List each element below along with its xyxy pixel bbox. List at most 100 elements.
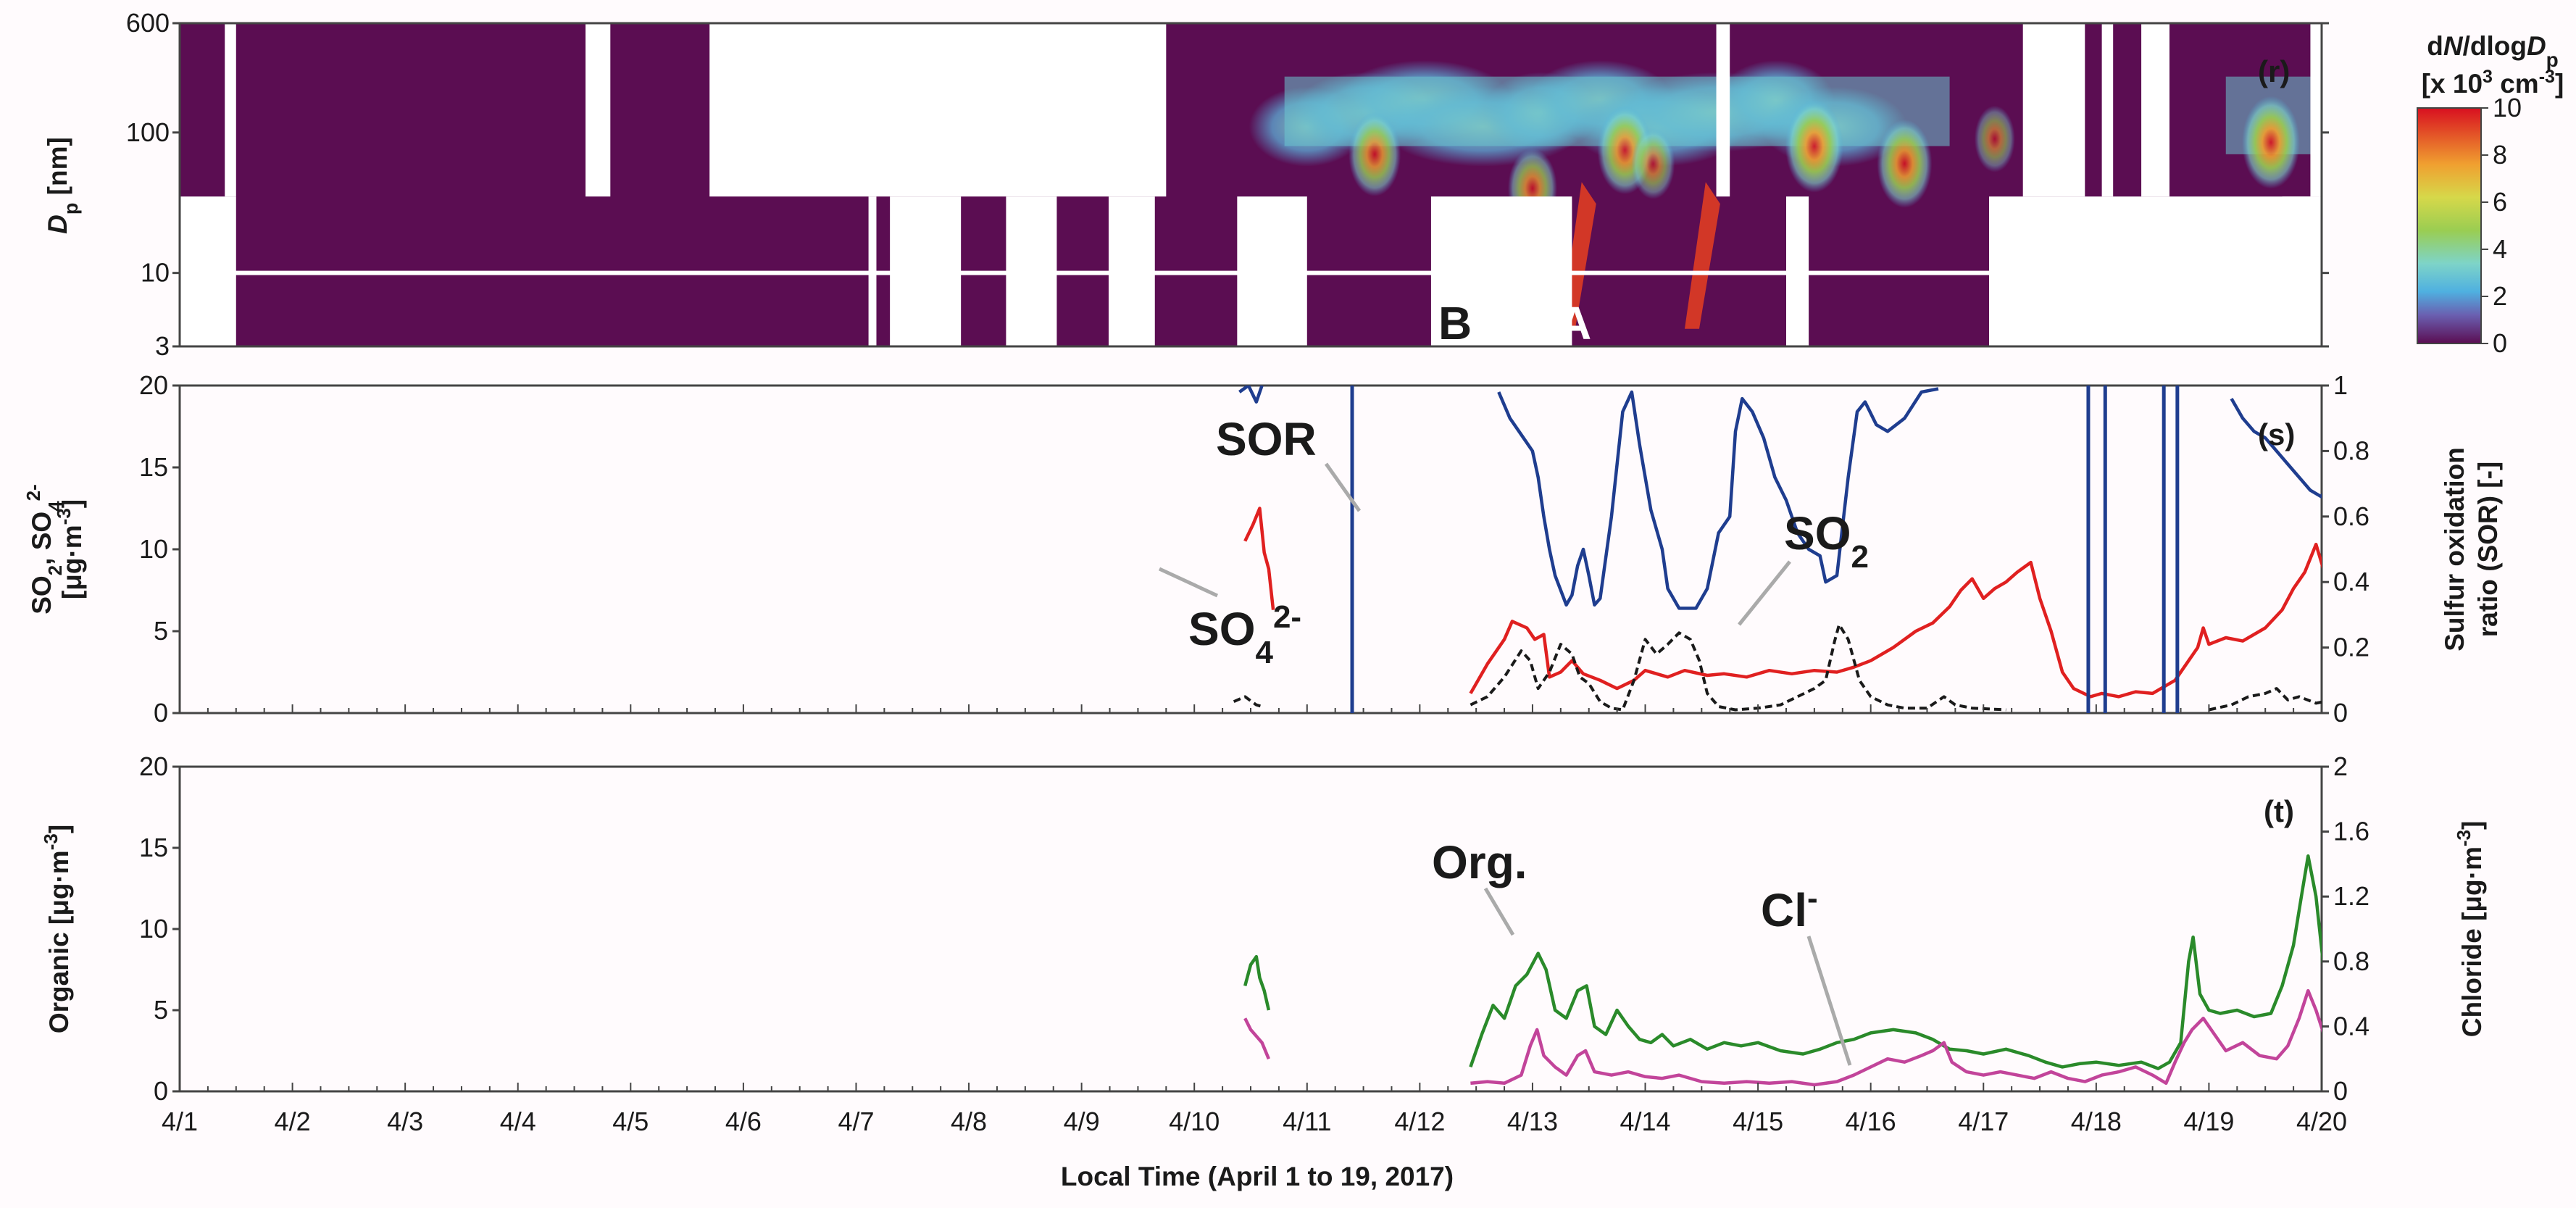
colorbar-ticks: 10 8 6 4 2 0	[2481, 93, 2522, 358]
ytick-left-label: 10	[139, 534, 168, 564]
panel-r-heatmap: 600 100 10 3 Dp [nm] (r) A B 10 8 6 4 2 0 dN/dlo…	[43, 8, 2564, 361]
org-leader	[1483, 887, 1515, 936]
smps-gap-5	[2101, 23, 2114, 197]
ytick-left-label: 5	[154, 995, 168, 1025]
cl-leader	[1806, 936, 1852, 1066]
xtick-label: 4/19	[2183, 1107, 2234, 1136]
panel-t-label: (t)	[2264, 794, 2294, 828]
ytick-left-label: 0	[154, 698, 168, 728]
particle-event-3	[1785, 99, 1843, 193]
panel-s-ylabel-right-line1: Sulfur oxidation	[2440, 447, 2469, 651]
panel-t-ylabel-left: Organic [μg·m-3]	[40, 825, 74, 1033]
series-so2	[1233, 623, 2322, 712]
particle-event-5	[1349, 112, 1401, 196]
panel-t-ylabel-right: Chloride [μg·m-3]	[2453, 821, 2487, 1038]
xtick-label: 4/7	[838, 1107, 874, 1136]
xtick-label: 4/1	[162, 1107, 198, 1136]
ytick-left-label: 15	[139, 452, 168, 482]
series-cl-	[1243, 988, 2322, 1087]
panel-r-ylabel: Dp [nm]	[43, 137, 82, 234]
colorbar-gradient	[2417, 107, 2482, 344]
xtick-label: 4/5	[612, 1107, 649, 1136]
xtick-label: 4/13	[1507, 1107, 1558, 1136]
panel-t-axes: 0 5 10 15 20 0 0.4 0.8 1.2 1.6 2 4/1 4/2 4/3 4/4 4/5 4/6…	[139, 751, 2369, 1136]
series-so4-2-	[1243, 507, 2322, 699]
xtick-label: 4/14	[1620, 1107, 1670, 1136]
panel-t-lines	[1243, 854, 2322, 1087]
annotation-Org: Org.	[1432, 836, 1527, 888]
panel-r-ytick-label: 100	[126, 117, 170, 147]
xtick-label: 4/4	[500, 1107, 536, 1136]
panel-s-label: (s)	[2258, 417, 2295, 451]
panel-s-ylabel-left-units: [μg·m-3]	[53, 499, 87, 599]
ytick-right-label: 0.4	[2333, 1011, 2369, 1041]
annotation-SOR: SOR	[1216, 413, 1317, 465]
so4-leader	[1158, 567, 1219, 598]
colorbar-tick-label: 10	[2493, 93, 2522, 122]
series-sor	[1238, 386, 1939, 610]
ytick-right-label: 0.2	[2333, 633, 2369, 662]
xtick-label: 4/6	[725, 1107, 762, 1136]
ytick-left-label: 20	[139, 370, 168, 400]
panel-s-ylabel-right-line2: ratio (SOR) [-]	[2473, 462, 2503, 638]
panel-t-frame	[178, 765, 2323, 1093]
smps-gap-0	[225, 23, 236, 197]
ytick-right-label: 0	[2333, 698, 2348, 728]
colorbar-tick-label: 0	[2493, 328, 2507, 358]
nucleation-streak-1	[1684, 182, 1720, 329]
colorbar-tick-label: 4	[2493, 234, 2507, 264]
colorbar-tick-label: 2	[2493, 281, 2507, 311]
heatmap-layer	[180, 23, 2322, 346]
ytick-right-label: 1	[2333, 370, 2348, 400]
panel-t-organic-chloride: 0 5 10 15 20 0 0.4 0.8 1.2 1.6 2 4/1 4/2 4/3 4/4 4/5 4/6…	[40, 751, 2487, 1191]
panel-s-sulfur: 0 5 10 15 20 0 0.2 0.4 0.6 0.8 1 SO2, SO42- [μg·m-…	[22, 370, 2503, 728]
particle-event-4	[1877, 119, 1933, 208]
x-axis-label: Local Time (April 1 to 19, 2017)	[1061, 1162, 1454, 1191]
smps-gap-3	[1716, 23, 1730, 197]
series-org-	[1243, 854, 2322, 1070]
panel-s-lines	[1233, 386, 2322, 713]
panel-s-ylabel-left: SO2, SO42-	[22, 484, 66, 615]
particle-event-6	[2241, 96, 2300, 189]
panel-r-y-axis: 600 100 10 3	[126, 8, 2329, 361]
annotation-SO4: SO42-	[1188, 599, 1301, 670]
ytick-right-label: 0	[2333, 1076, 2348, 1106]
xtick-label: 4/8	[951, 1107, 987, 1136]
ytick-left-label: 0	[154, 1076, 168, 1106]
smps-gap-4	[2022, 23, 2085, 197]
panel-r-frame	[178, 22, 2323, 348]
ytick-left-label: 15	[139, 833, 168, 862]
smps-gap-7	[2310, 23, 2322, 197]
xtick-label: 4/10	[1169, 1107, 1220, 1136]
ytick-left-label: 20	[139, 751, 168, 781]
ytick-left-label: 5	[154, 616, 168, 646]
xtick-label: 4/20	[2296, 1107, 2347, 1136]
xtick-label: 4/3	[387, 1107, 423, 1136]
xtick-label: 4/15	[1733, 1107, 1783, 1136]
ytick-right-label: 1.2	[2333, 881, 2369, 911]
panel-r-label: (r)	[2258, 54, 2290, 88]
ytick-right-label: 0.8	[2333, 946, 2369, 976]
panel-r-ytick-label: 3	[155, 331, 170, 361]
colorbar-tick-label: 8	[2493, 140, 2507, 170]
smps-gap-6	[2141, 23, 2169, 197]
sor-leader	[1324, 462, 1362, 512]
ytick-left-label: 10	[139, 914, 168, 944]
ytick-right-label: 0.8	[2333, 436, 2369, 465]
particle-event-2	[1631, 128, 1675, 199]
xtick-label: 4/16	[1846, 1107, 1896, 1136]
particle-event-7	[1974, 105, 2015, 172]
annotation-A: A	[1558, 297, 1591, 349]
annotation-B: B	[1438, 297, 1472, 349]
so2-leader	[1738, 560, 1791, 626]
ytick-right-label: 1.6	[2333, 817, 2369, 846]
xtick-label: 4/18	[2071, 1107, 2122, 1136]
xtick-label: 4/2	[275, 1107, 311, 1136]
ytick-right-label: 0.4	[2333, 567, 2369, 596]
xtick-label: 4/12	[1394, 1107, 1445, 1136]
annotation-Cl: Cl-	[1761, 880, 1818, 937]
series-sor-2	[2230, 397, 2322, 499]
panel-r-ytick-label: 10	[141, 258, 170, 288]
colorbar-title-line2: [x 103 cm-3]	[2422, 67, 2564, 99]
